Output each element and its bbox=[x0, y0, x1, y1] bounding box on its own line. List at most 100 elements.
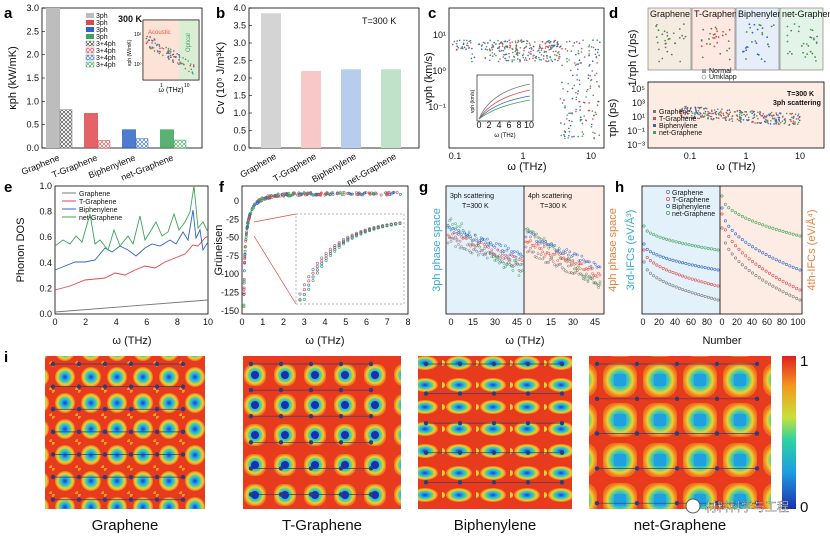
point-c bbox=[473, 56, 476, 59]
point-c bbox=[550, 59, 553, 61]
atom bbox=[754, 466, 760, 471]
point-f bbox=[351, 192, 355, 196]
point-c bbox=[572, 45, 574, 47]
point-h-right bbox=[761, 251, 765, 255]
legend-text-h-3: net-Graphene bbox=[672, 211, 715, 218]
point-f bbox=[342, 192, 346, 196]
inset-point-f bbox=[333, 247, 337, 251]
xtick-c-2: 10 bbox=[586, 151, 596, 161]
point-c bbox=[571, 97, 574, 100]
point-f bbox=[291, 191, 295, 195]
point-f bbox=[314, 192, 318, 196]
point-g-left bbox=[473, 248, 477, 252]
point-g-right bbox=[591, 277, 594, 281]
point-c bbox=[573, 135, 575, 138]
point-g-left bbox=[511, 254, 515, 258]
point-f bbox=[340, 191, 344, 195]
point-c bbox=[530, 46, 532, 49]
point-d bbox=[753, 110, 756, 113]
tile-point-d bbox=[701, 56, 704, 59]
inset-x-ticks-c: 0 2 4 6 8 10 bbox=[476, 120, 534, 130]
tile-point-d bbox=[788, 50, 791, 53]
point-f bbox=[346, 191, 350, 195]
point-h-left bbox=[700, 280, 704, 284]
point-c bbox=[575, 98, 578, 101]
point-c bbox=[540, 47, 543, 50]
y-label-e: Phonon DOS bbox=[15, 218, 27, 283]
bar-3ph-0 bbox=[46, 8, 60, 148]
point-c bbox=[502, 56, 505, 58]
point-c bbox=[578, 100, 580, 103]
point-h-right bbox=[737, 235, 741, 239]
tile-point-d bbox=[759, 24, 762, 27]
point-g-right bbox=[556, 249, 560, 253]
inset-point-a bbox=[158, 50, 161, 53]
point-c bbox=[583, 115, 586, 117]
y-label-f: Grüneisen bbox=[213, 225, 225, 276]
point-h-left bbox=[710, 247, 714, 251]
point-g-right bbox=[585, 272, 588, 276]
atom bbox=[180, 384, 186, 389]
annotation-d-2: 3ph scattering bbox=[773, 100, 821, 107]
point-g-right bbox=[538, 257, 541, 260]
point-c bbox=[518, 52, 521, 54]
point-h-left bbox=[642, 260, 646, 264]
point-h-left bbox=[706, 295, 710, 299]
point-c bbox=[493, 41, 496, 44]
point-g-right bbox=[594, 263, 597, 266]
tile-point-d bbox=[770, 25, 773, 28]
inset-point-a bbox=[178, 53, 180, 56]
point-c bbox=[540, 59, 543, 61]
point-h-right bbox=[798, 268, 802, 272]
point-h-right bbox=[778, 228, 782, 232]
point-g-right bbox=[527, 228, 531, 232]
inset-point-f bbox=[350, 235, 354, 239]
ytick-b-4: 2.0 bbox=[233, 73, 246, 83]
tile-point-d bbox=[760, 58, 763, 60]
point-d bbox=[740, 114, 743, 117]
point-c bbox=[548, 39, 550, 42]
point-c bbox=[597, 48, 599, 51]
point-c bbox=[485, 45, 488, 48]
tile-point-d bbox=[750, 41, 753, 43]
point-c bbox=[548, 48, 551, 51]
tile-point-d bbox=[722, 30, 724, 33]
dos-line-netgraphene bbox=[54, 185, 209, 251]
inset-point-f bbox=[333, 249, 337, 253]
point-g-right bbox=[529, 239, 532, 242]
inset-point-f bbox=[324, 254, 328, 258]
xtick-f-5: 5 bbox=[343, 317, 348, 327]
tile-point-d bbox=[815, 59, 817, 62]
point-h-right bbox=[720, 226, 724, 230]
point-d bbox=[690, 117, 693, 120]
map-image-biphenylene bbox=[418, 356, 572, 509]
point-g-left bbox=[472, 248, 476, 251]
tile-point-d bbox=[668, 37, 671, 40]
point-f bbox=[242, 292, 246, 296]
point-g-right bbox=[527, 230, 531, 234]
point-h-right bbox=[737, 247, 741, 251]
point-c bbox=[561, 81, 563, 84]
point-h-right bbox=[747, 257, 751, 261]
point-d bbox=[758, 122, 761, 124]
plot-frame-g bbox=[445, 185, 605, 315]
point-c bbox=[559, 45, 562, 48]
point-c bbox=[589, 74, 591, 77]
point-h-left bbox=[665, 256, 669, 260]
inset-point-a bbox=[161, 47, 163, 49]
point-c bbox=[590, 78, 593, 81]
point-d bbox=[704, 107, 707, 109]
point-c bbox=[545, 60, 547, 62]
point-c bbox=[568, 112, 570, 115]
point-f bbox=[260, 196, 264, 200]
point-c bbox=[504, 40, 507, 42]
tile-point-d bbox=[666, 31, 669, 34]
point-g-right bbox=[536, 236, 540, 239]
point-g-right bbox=[539, 241, 543, 245]
point-c bbox=[524, 46, 526, 49]
tile-point-d bbox=[682, 23, 685, 25]
point-g-right bbox=[557, 263, 561, 266]
point-c bbox=[567, 82, 569, 85]
point-c bbox=[565, 41, 568, 43]
